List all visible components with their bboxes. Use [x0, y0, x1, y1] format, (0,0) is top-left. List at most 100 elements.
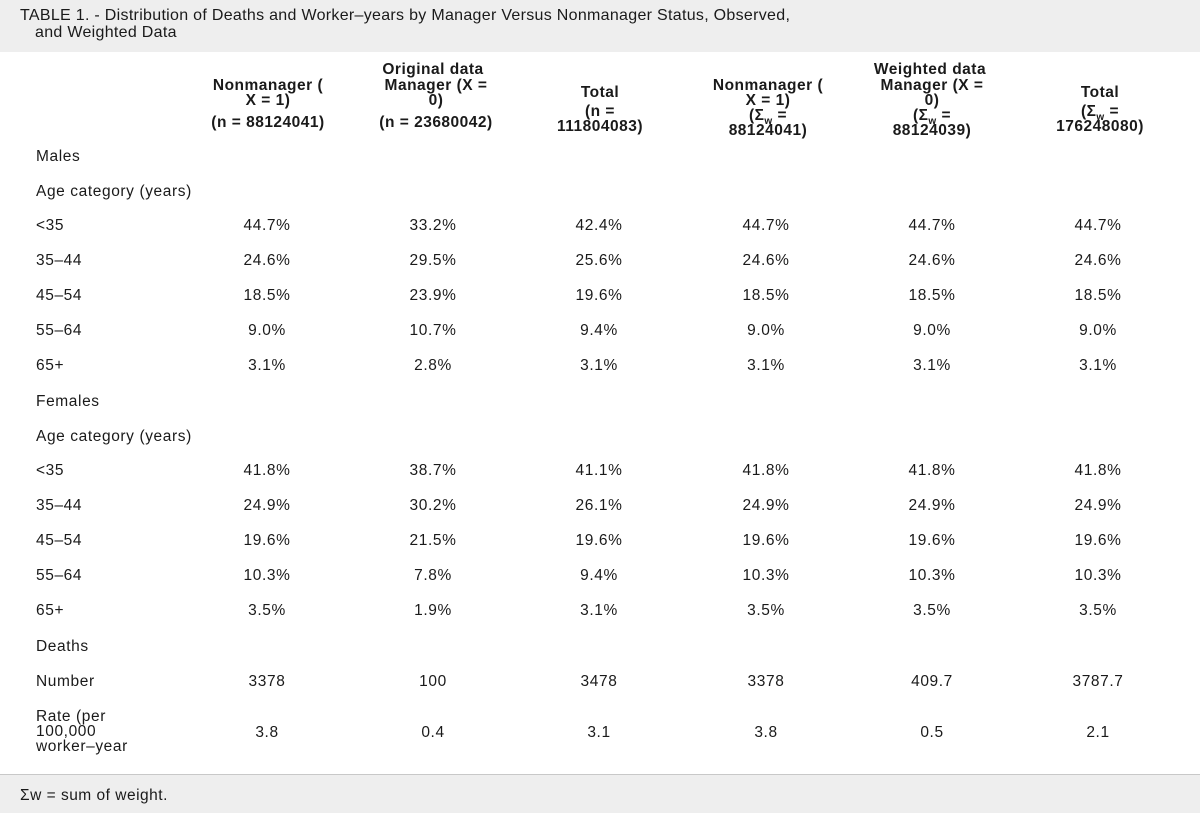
footer-divider [0, 774, 1200, 775]
table-cell: 9.4% [580, 567, 618, 584]
header-line: X = 1) [745, 92, 791, 109]
header-text: = [772, 107, 788, 124]
row-label: 65+ [36, 602, 65, 619]
row-label: 35–44 [36, 252, 83, 269]
table-row: <35 41.8% 38.7% 41.1% 41.8% 41.8% 41.8% [0, 462, 1200, 482]
row-label: 55–64 [36, 322, 83, 339]
table-cell: 3.5% [747, 602, 785, 619]
section-label: Deaths [36, 638, 89, 655]
table-cell: 25.6% [575, 252, 623, 269]
label-line: worker–year [36, 738, 128, 755]
col-header-total-original: Total (n = 111804083) [530, 84, 670, 135]
header-line: 88124041) [728, 122, 808, 139]
table-cell: 41.8% [243, 462, 291, 479]
header-line: (n = [585, 103, 615, 120]
table-caption: TABLE 1. - Distribution of Deaths and Wo… [0, 0, 1200, 52]
row-label: <35 [36, 217, 65, 234]
section-row-females: Females [0, 393, 1200, 413]
table-cell: 33.2% [409, 217, 457, 234]
table-row-rate: 3.8 0.4 3.1 3.8 0.5 2.1 [0, 724, 1200, 744]
label-line: Rate (per [36, 708, 107, 725]
row-label: 35–44 [36, 497, 83, 514]
table-cell: 21.5% [409, 532, 457, 549]
table-cell: 10.7% [409, 322, 457, 339]
header-line: 0) [428, 92, 444, 109]
table-cell: 0.5 [920, 724, 944, 741]
table-cell: 41.1% [575, 462, 623, 479]
table-cell: 18.5% [742, 287, 790, 304]
table-cell: 3787.7 [1072, 673, 1124, 690]
section-row-deaths: Deaths [0, 638, 1200, 658]
table-cell: 44.7% [908, 217, 956, 234]
row-label: <35 [36, 462, 65, 479]
header-line: Total [1080, 84, 1120, 101]
section-label: Age category (years) [36, 428, 192, 445]
table-cell: 3.5% [248, 602, 286, 619]
table-cell: 24.9% [1074, 497, 1122, 514]
col-header-nonmanager-weighted: Nonmanager ( X = 1) (Σw = 88124041) [680, 78, 856, 139]
table-cell: 38.7% [409, 462, 457, 479]
header-text: (Σ [748, 107, 765, 124]
table-cell: 3378 [248, 673, 286, 690]
table-cell: 24.6% [908, 252, 956, 269]
table-row: 45–54 18.5% 23.9% 19.6% 18.5% 18.5% 18.5… [0, 287, 1200, 307]
table-cell: 7.8% [414, 567, 452, 584]
table-cell: 41.8% [1074, 462, 1122, 479]
table-cell: 2.8% [414, 357, 452, 374]
table-cell: 9.0% [1079, 322, 1117, 339]
table-row: 65+ 3.1% 2.8% 3.1% 3.1% 3.1% 3.1% [0, 357, 1200, 377]
table-cell: 3.1% [580, 357, 618, 374]
table-cell: 44.7% [1074, 217, 1122, 234]
caption-line-1: TABLE 1. - Distribution of Deaths and Wo… [20, 7, 791, 24]
table-cell: 100 [419, 673, 447, 690]
table-cell: 3.1% [248, 357, 286, 374]
table-cell: 18.5% [243, 287, 291, 304]
table-row: 55–64 9.0% 10.7% 9.4% 9.0% 9.0% 9.0% [0, 322, 1200, 342]
table-cell: 44.7% [742, 217, 790, 234]
table-cell: 24.9% [908, 497, 956, 514]
table-row: 35–44 24.6% 29.5% 25.6% 24.6% 24.6% 24.6… [0, 252, 1200, 272]
header-subscript: w [1096, 112, 1105, 124]
row-label-rate: Rate (per 100,000 worker–year [36, 708, 176, 755]
caption-line-2: and Weighted Data [35, 24, 177, 41]
header-text: (Σ [912, 107, 929, 124]
col-header-nonmanager-original: Nonmanager ( X = 1) (n = 88124041) [180, 77, 356, 131]
header-line: 111804083) [556, 118, 644, 135]
col-header-manager-original: Manager (X = 0) (n = 23680042) [352, 78, 520, 131]
header-line: Total [580, 84, 620, 101]
table-cell: 9.0% [913, 322, 951, 339]
section-label: Females [36, 393, 100, 410]
col-header-total-weighted: Total (Σw = 176248080) [1030, 84, 1170, 135]
table-cell: 3.8 [754, 724, 778, 741]
table-cell: 9.4% [580, 322, 618, 339]
table-cell: 26.1% [575, 497, 623, 514]
table-cell: 10.3% [742, 567, 790, 584]
table-footnote: Σw = sum of weight. [0, 775, 1200, 813]
header-line: (n = 23680042) [379, 114, 493, 131]
group-header-original: Original data [382, 61, 484, 78]
table-cell: 44.7% [243, 217, 291, 234]
header-line: Nonmanager ( [212, 77, 324, 94]
header-subscript: w [928, 116, 937, 128]
table-cell: 24.6% [243, 252, 291, 269]
col-header-manager-weighted: Manager (X = 0) (Σw = 88124039) [848, 78, 1016, 139]
table-cell: 10.3% [243, 567, 291, 584]
table-cell: 19.6% [575, 532, 623, 549]
group-header-weighted: Weighted data [873, 61, 987, 78]
table-cell: 19.6% [742, 532, 790, 549]
header-line: 0) [924, 92, 940, 109]
header-line: (n = 88124041) [211, 114, 325, 131]
table-cell: 3.1% [747, 357, 785, 374]
table-cell: 2.1 [1086, 724, 1110, 741]
section-label: Males [36, 148, 81, 165]
table-cell: 1.9% [414, 602, 452, 619]
table-cell: 3.1% [913, 357, 951, 374]
header-line: 88124039) [892, 122, 972, 139]
table-cell: 24.9% [243, 497, 291, 514]
table-cell: 409.7 [911, 673, 953, 690]
row-label: 45–54 [36, 287, 83, 304]
table-cell: 19.6% [908, 532, 956, 549]
table-cell: 42.4% [575, 217, 623, 234]
table-cell: 10.3% [1074, 567, 1122, 584]
header-line: X = 1) [245, 92, 291, 109]
